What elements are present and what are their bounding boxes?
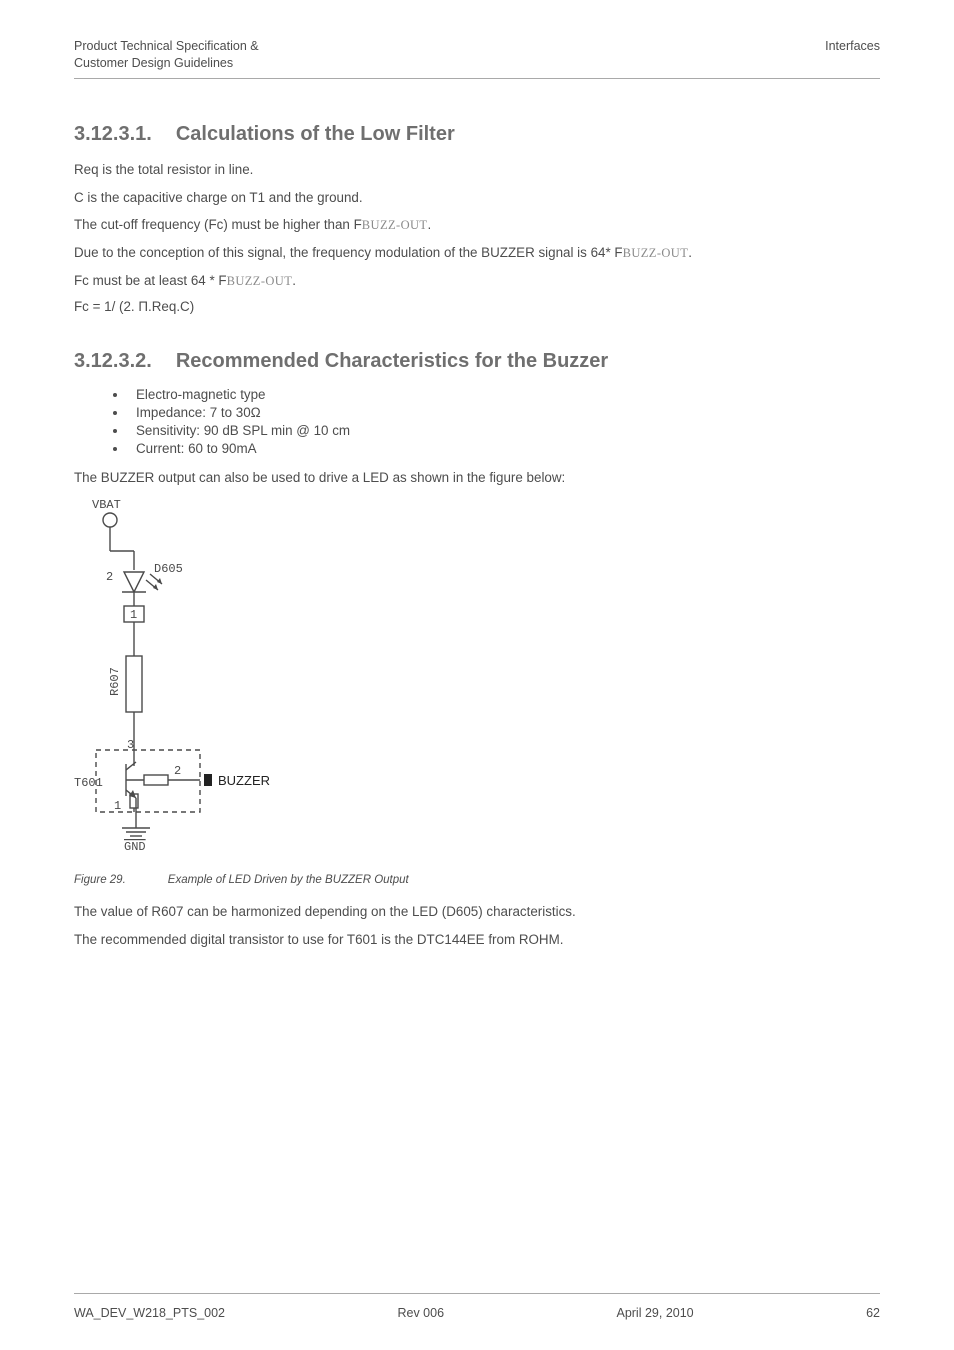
sec1-p5: Fc must be at least 64 * FBUZZ-OUT. <box>74 271 880 291</box>
list-item: Impedance: 7 to 30Ω <box>128 405 880 420</box>
section-heading-2: 3.12.3.2. Recommended Characteristics for… <box>74 350 880 373</box>
header-left-line2: Customer Design Guidelines <box>74 56 233 70</box>
footer-mid: Rev 006 <box>397 1306 444 1320</box>
footer-date: April 29, 2010 <box>616 1306 693 1320</box>
after-fig-p1: The value of R607 can be harmonized depe… <box>74 902 880 922</box>
label-d605: D605 <box>154 562 183 576</box>
sec1-p1: Req is the total resistor in line. <box>74 160 880 180</box>
pin-1: 1 <box>130 608 137 622</box>
sec1-p2: C is the capacitive charge on T1 and the… <box>74 188 880 208</box>
figure-29: VBAT 2 D605 1 R607 <box>74 496 880 866</box>
pin-2s: 2 <box>174 764 181 778</box>
sec1-equation: Fc = 1/ (2. Π.Req.C) <box>74 299 880 314</box>
label-r607: R607 <box>108 667 122 696</box>
sec1-p3: The cut-off frequency (Fc) must be highe… <box>74 215 880 235</box>
pin-1b: 1 <box>114 799 121 813</box>
header-left: Product Technical Specification & Custom… <box>74 38 259 72</box>
vbat-node <box>103 513 117 527</box>
schematic-svg: VBAT 2 D605 1 R607 <box>74 496 344 866</box>
label-gnd: GND <box>124 840 146 854</box>
buzzer-char-list: Electro-magnetic type Impedance: 7 to 30… <box>74 387 880 456</box>
section-heading-1: 3.12.3.1. Calculations of the Low Filter <box>74 123 880 146</box>
page-footer: WA_DEV_W218_PTS_002 Rev 006 April 29, 20… <box>74 1306 880 1320</box>
header-rule <box>74 78 880 79</box>
figure-number: Figure 29. <box>74 874 126 886</box>
list-item: Current: 60 to 90mA <box>128 441 880 456</box>
header-left-line1: Product Technical Specification & <box>74 39 259 53</box>
footer-rule <box>74 1293 880 1294</box>
label-buzzer: BUZZER <box>218 773 270 788</box>
pin-3: 3 <box>127 738 134 752</box>
list-item: Electro-magnetic type <box>128 387 880 402</box>
r607-body <box>126 656 142 712</box>
header-right: Interfaces <box>825 38 880 72</box>
figure-caption: Figure 29. Example of LED Driven by the B… <box>74 874 880 886</box>
footer-page: 62 <box>866 1306 880 1320</box>
label-vbat: VBAT <box>92 498 121 512</box>
section-number-1: 3.12.3.1. <box>74 123 152 146</box>
section-title-1: Calculations of the Low Filter <box>176 123 455 145</box>
section-title-2: Recommended Characteristics for the Buzz… <box>176 350 608 372</box>
page-header: Product Technical Specification & Custom… <box>74 38 880 78</box>
footer-left: WA_DEV_W218_PTS_002 <box>74 1306 225 1320</box>
led-triangle <box>124 572 144 592</box>
sec1-p4: Due to the conception of this signal, th… <box>74 243 880 263</box>
pin-2: 2 <box>106 570 113 584</box>
buzzer-block <box>204 774 212 786</box>
sec2-p-after: The BUZZER output can also be used to dr… <box>74 468 880 488</box>
figure-caption-text: Example of LED Driven by the BUZZER Outp… <box>168 874 409 886</box>
t601-box <box>96 750 200 812</box>
section-number-2: 3.12.3.2. <box>74 350 152 373</box>
label-t601: T601 <box>74 776 103 790</box>
after-fig-p2: The recommended digital transistor to us… <box>74 930 880 950</box>
list-item: Sensitivity: 90 dB SPL min @ 10 cm <box>128 423 880 438</box>
